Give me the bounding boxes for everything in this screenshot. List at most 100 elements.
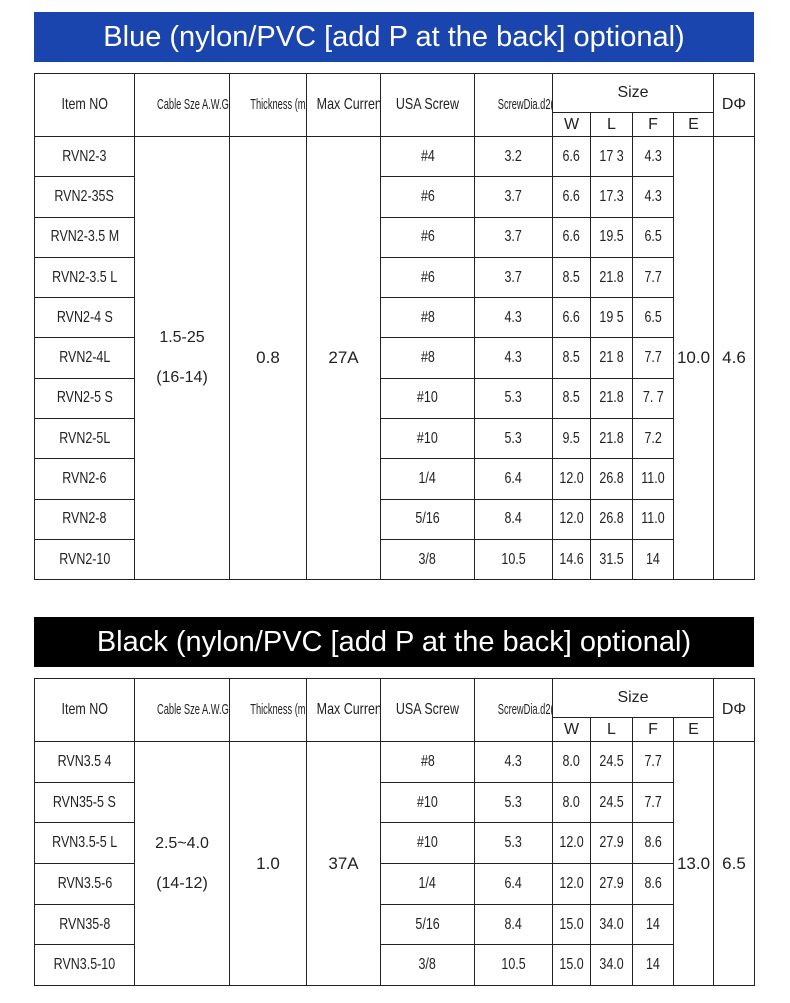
max-current-cell: 27A	[306, 135, 381, 581]
l-cell-text: 21.8	[599, 429, 624, 447]
l-cell-text: 21 8	[599, 349, 624, 367]
header-cable-size-text: Cable Sze A.W.G	[157, 701, 229, 718]
table-row: RVN2-3.5 L #6 3.7 8.5 21.8 7.7	[34, 256, 755, 299]
w-cell: 6.6	[552, 216, 591, 258]
usa-screw-cell-text: 3/8	[418, 956, 437, 974]
l-cell-text: 19.5	[599, 228, 624, 246]
screw-dia-cell: 6.4	[474, 458, 553, 500]
usa-screw-cell-text: 5/16	[415, 510, 440, 528]
header-item-no: Item NO	[34, 73, 135, 137]
usa-screw-cell: 1/4	[380, 863, 475, 905]
header-screw-dia-text: ScrewDia.d2(mm)	[497, 701, 552, 718]
thickness-cell: 0.8	[229, 135, 307, 581]
f-cell-text: 7.7	[644, 349, 662, 367]
header-max-current: Max Current	[306, 678, 381, 742]
item-no-cell: RVN2-3	[34, 135, 135, 178]
header-thickness: Thickness (mm)	[229, 678, 307, 742]
header-cable-size: Cable Sze A.W.G	[134, 73, 230, 137]
w-cell-text: 6.6	[562, 147, 581, 165]
l-cell-text: 17 3	[599, 147, 624, 165]
f-cell: 14	[632, 538, 674, 581]
header-d-phi: DΦ	[713, 678, 755, 742]
awg-value: (14-12)	[156, 874, 208, 892]
screw-dia-cell: 8.4	[474, 498, 553, 540]
screw-dia-cell-text: 3.7	[504, 187, 523, 205]
awg-value: (16-14)	[156, 369, 208, 387]
screw-dia-cell: 3.7	[474, 216, 553, 258]
f-cell: 7.7	[632, 256, 674, 299]
f-cell-text: 14	[646, 915, 660, 933]
item-no-cell-text: RVN2-5L	[58, 429, 111, 447]
table-row: RVN35-8 5/16 8.4 15.0 34.0 14	[34, 903, 755, 946]
w-cell: 6.6	[552, 297, 591, 339]
w-cell: 8.0	[552, 781, 591, 824]
w-cell-text: 8.5	[562, 349, 581, 367]
item-no-cell-text: RVN2-3.5 M	[50, 228, 119, 246]
l-cell: 24.5	[590, 781, 633, 824]
f-cell: 4.3	[632, 135, 674, 178]
screw-dia-cell: 3.7	[474, 256, 553, 299]
item-no-cell: RVN2-5 S	[34, 377, 135, 420]
table-row: RVN3.5-10 3/8 10.5 15.0 34.0 14	[34, 944, 755, 987]
l-cell: 31.5	[590, 538, 633, 581]
d-phi-cell: 4.6	[713, 135, 755, 581]
screw-dia-cell-text: 5.3	[504, 389, 523, 407]
l-cell: 27.9	[590, 863, 633, 905]
f-cell: 8.6	[632, 822, 674, 865]
header-usa-screw-text: USA Screw	[395, 701, 460, 718]
l-cell: 24.5	[590, 741, 633, 783]
screw-dia-cell: 10.5	[474, 944, 553, 987]
usa-screw-cell: #8	[380, 741, 475, 783]
item-no-cell: RVN3.5-10	[34, 944, 135, 987]
table-row: RVN2-5 S #10 5.3 8.5 21.8 7. 7	[34, 377, 755, 420]
w-cell: 8.0	[552, 741, 591, 783]
l-cell-text: 27.9	[599, 834, 624, 852]
usa-screw-cell: #6	[380, 176, 475, 218]
item-no-cell-text: RVN3.5-5 L	[52, 834, 117, 852]
usa-screw-cell-text: #10	[417, 389, 438, 407]
f-cell-text: 14	[646, 550, 660, 568]
screw-dia-cell: 5.3	[474, 377, 553, 420]
screw-dia-cell: 6.4	[474, 863, 553, 905]
header-e: E	[673, 112, 714, 137]
f-cell-text: 6.5	[644, 308, 662, 326]
f-cell-text: 7.7	[644, 793, 662, 811]
table-row: RVN2-10 3/8 10.5 14.6 31.5 14	[34, 538, 755, 581]
header-cable-size-text: Cable Sze A.W.G	[157, 96, 229, 113]
e-cell: 10.0	[673, 135, 714, 581]
item-no-cell: RVN3.5 4	[34, 741, 135, 783]
l-cell: 21.8	[590, 418, 633, 460]
w-cell-text: 12.0	[559, 510, 584, 528]
item-no-cell-text: RVN3.5-10	[53, 956, 116, 974]
f-cell-text: 7.7	[644, 752, 662, 770]
usa-screw-cell-text: #8	[420, 349, 435, 367]
header-w: W	[552, 717, 591, 742]
f-cell: 11.0	[632, 458, 674, 500]
table-row: RVN2-5L #10 5.3 9.5 21.8 7.2	[34, 418, 755, 460]
w-cell: 8.5	[552, 377, 591, 420]
screw-dia-cell: 3.7	[474, 176, 553, 218]
f-cell-text: 8.6	[644, 834, 662, 852]
w-cell: 6.6	[552, 176, 591, 218]
screw-dia-cell-text: 6.4	[504, 874, 523, 892]
item-no-cell: RVN2-35S	[34, 176, 135, 218]
f-cell: 7.2	[632, 418, 674, 460]
w-cell-text: 12.0	[559, 834, 584, 852]
header-row: Item NO Cable Sze A.W.G Thickness (mm) Max …	[34, 678, 755, 742]
l-cell: 19 5	[590, 297, 633, 339]
header-d-phi: DΦ	[713, 73, 755, 137]
header-item-no-text: Item NO	[61, 701, 108, 718]
l-cell: 17.3	[590, 176, 633, 218]
w-cell-text: 6.6	[562, 228, 581, 246]
screw-dia-cell-text: 4.3	[504, 308, 523, 326]
item-no-cell-text: RVN2-4L	[58, 349, 111, 367]
item-no-cell-text: RVN2-8	[62, 510, 107, 528]
item-no-cell: RVN2-3.5 M	[34, 216, 135, 258]
l-cell: 34.0	[590, 944, 633, 987]
header-usa-screw-text: USA Screw	[395, 96, 460, 113]
w-cell: 12.0	[552, 863, 591, 905]
item-no-cell-text: RVN3.5-6	[57, 874, 112, 892]
header-screw-dia-text: ScrewDia.d2(mm)	[497, 96, 552, 113]
screw-dia-cell-text: 3.7	[504, 268, 523, 286]
screw-dia-cell: 4.3	[474, 297, 553, 339]
